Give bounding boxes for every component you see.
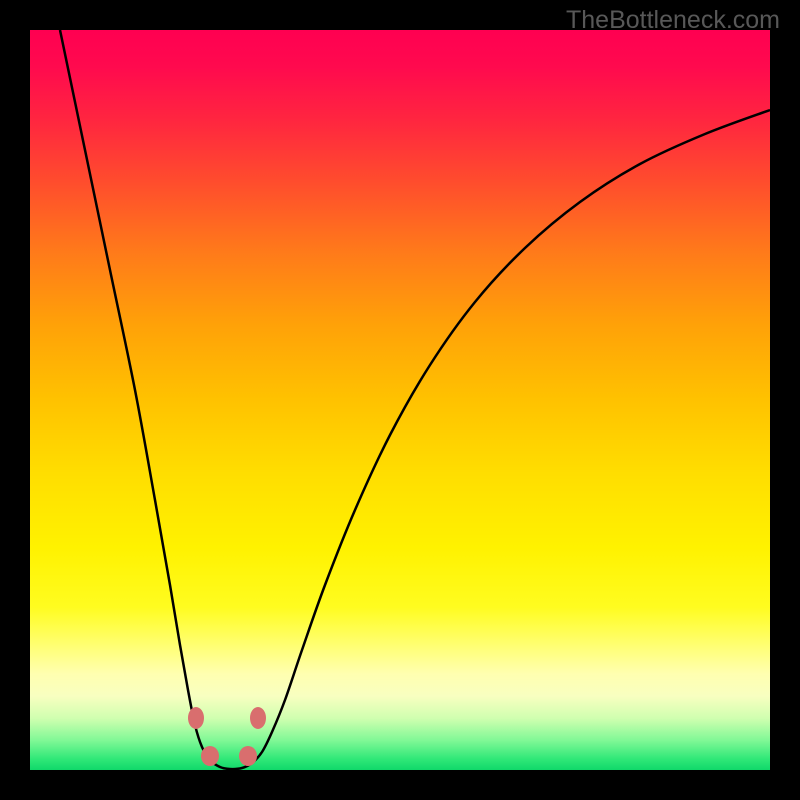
chart-plot-area [30,30,770,770]
curve-markers [188,707,266,766]
bottleneck-curve [30,30,770,770]
watermark-text: TheBottleneck.com [566,6,780,35]
curve-path [60,30,770,769]
curve-marker [188,707,204,729]
curve-marker [250,707,266,729]
curve-marker [239,746,257,766]
curve-marker [201,746,219,766]
